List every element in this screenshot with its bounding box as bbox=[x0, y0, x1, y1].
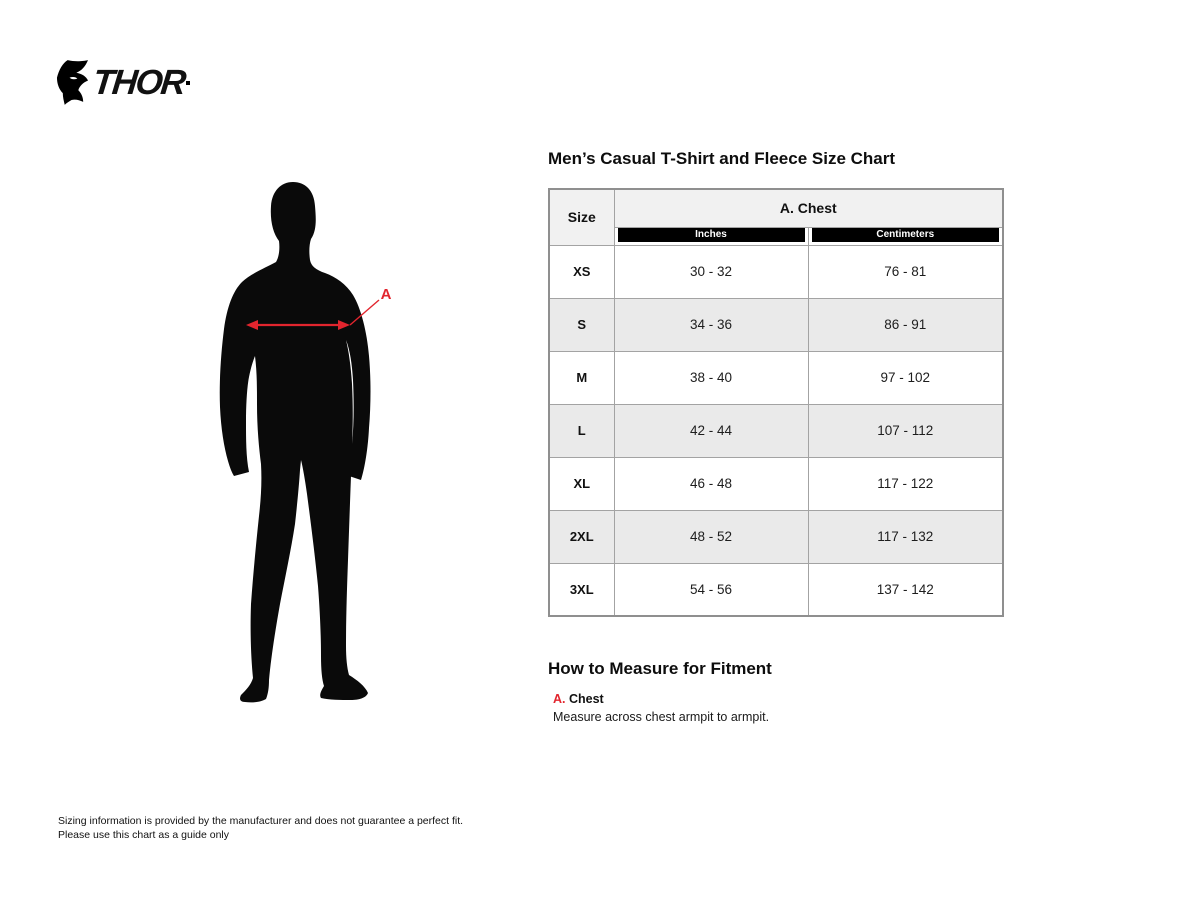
table-header-row: Size A. Chest bbox=[548, 188, 1004, 246]
measure-item-name: Chest bbox=[568, 692, 604, 706]
size-label: XS bbox=[548, 244, 615, 299]
size-label: 3XL bbox=[548, 562, 615, 617]
disclaimer: Sizing information is provided by the ma… bbox=[58, 814, 463, 842]
chest-arrow-label: A bbox=[381, 286, 392, 303]
unit-header-row: Inches Centimeters bbox=[549, 226, 1004, 246]
inches-value: 30 - 32 bbox=[613, 244, 809, 299]
inches-value: 48 - 52 bbox=[613, 509, 809, 564]
thor-helmet-icon bbox=[56, 60, 89, 105]
measure-section-heading: How to Measure for Fitment bbox=[548, 659, 772, 678]
trademark-dot bbox=[186, 80, 191, 85]
inches-value: 46 - 48 bbox=[613, 456, 809, 511]
cm-value: 86 - 91 bbox=[807, 297, 1004, 352]
size-label: 2XL bbox=[548, 509, 615, 564]
table-row: 2XL 48 - 52 117 - 132 bbox=[548, 509, 1004, 564]
size-label: L bbox=[548, 403, 615, 458]
cm-value: 107 - 112 bbox=[807, 403, 1004, 458]
table-row: L 42 - 44 107 - 112 bbox=[548, 403, 1004, 458]
brand-name: THOR bbox=[90, 63, 187, 102]
table-row: S 34 - 36 86 - 91 bbox=[548, 297, 1004, 352]
measure-item-description: Measure across chest armpit to armpit. bbox=[553, 710, 770, 724]
size-chart-table: Size A. Chest Inches Centimeters XS 30 -… bbox=[548, 188, 1005, 617]
male-silhouette bbox=[219, 182, 371, 703]
cm-value: 97 - 102 bbox=[807, 350, 1004, 405]
inches-value: 34 - 36 bbox=[613, 297, 809, 352]
chest-measurement-arrow bbox=[246, 299, 380, 330]
size-label: S bbox=[548, 297, 615, 352]
table-row: M 38 - 40 97 - 102 bbox=[548, 350, 1004, 405]
cm-value: 117 - 122 bbox=[807, 456, 1004, 511]
inches-value: 42 - 44 bbox=[613, 403, 809, 458]
disclaimer-line-1: Sizing information is provided by the ma… bbox=[58, 815, 464, 827]
centimeters-column-header: Centimeters bbox=[811, 227, 1000, 242]
size-label: M bbox=[548, 350, 615, 405]
inches-value: 54 - 56 bbox=[613, 562, 809, 617]
measure-item-title: A. Chest bbox=[553, 692, 604, 706]
size-column-header: Size bbox=[548, 188, 615, 246]
table-row: 3XL 54 - 56 137 - 142 bbox=[548, 562, 1004, 617]
size-label: XL bbox=[548, 456, 615, 511]
disclaimer-line-2: Please use this chart as a guide only bbox=[58, 829, 230, 841]
table-row: XS 30 - 32 76 - 81 bbox=[548, 244, 1004, 299]
cm-value: 76 - 81 bbox=[807, 244, 1004, 299]
brand-logo: THOR bbox=[56, 60, 191, 105]
cm-value: 117 - 132 bbox=[807, 509, 1004, 564]
chest-group-header: A. Chest bbox=[613, 188, 1004, 228]
inches-column-header: Inches bbox=[617, 227, 805, 242]
cm-value: 137 - 142 bbox=[807, 562, 1004, 617]
measure-item-key: A. bbox=[553, 692, 566, 706]
male-silhouette-figure: A bbox=[219, 182, 392, 703]
table-row: XL 46 - 48 117 - 122 bbox=[548, 456, 1004, 511]
inches-value: 38 - 40 bbox=[613, 350, 809, 405]
page-title: Men’s Casual T-Shirt and Fleece Size Cha… bbox=[548, 149, 896, 168]
